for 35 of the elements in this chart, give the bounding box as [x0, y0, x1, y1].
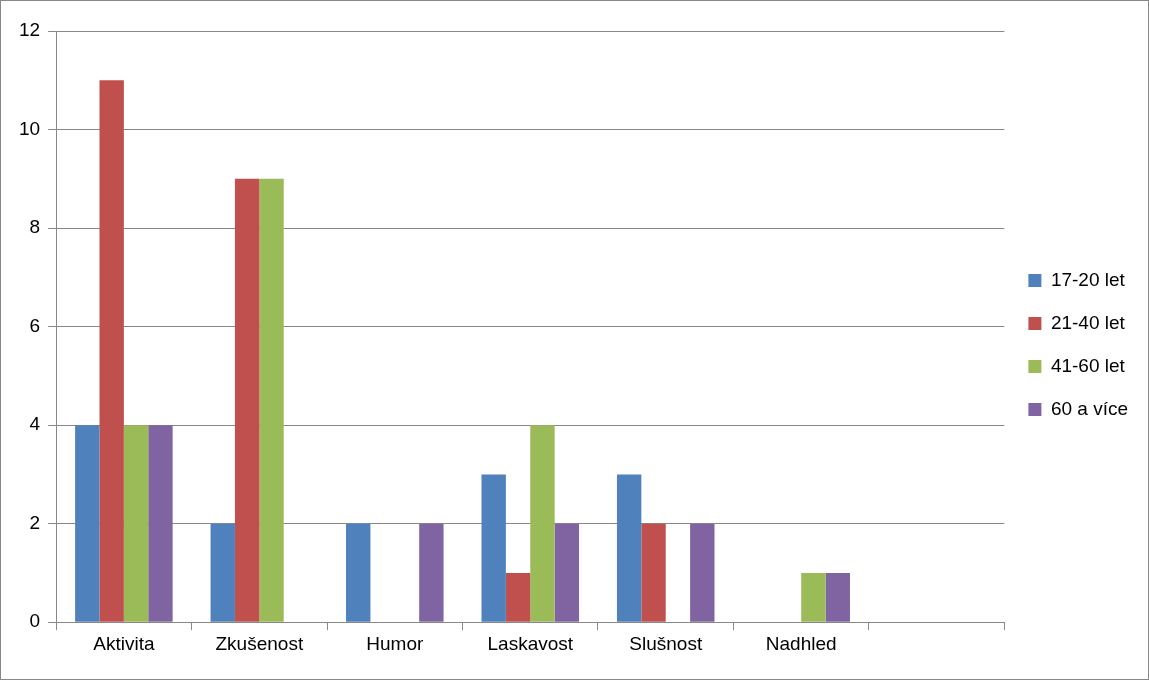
bar	[259, 178, 284, 622]
bar	[641, 523, 666, 622]
legend-label: 21-40 let	[1050, 311, 1126, 333]
bar	[505, 572, 531, 622]
bar	[210, 523, 235, 622]
legend-label: 60 a více	[1050, 397, 1129, 419]
legend-label: 41-60 let	[1050, 354, 1126, 376]
bar	[825, 572, 850, 622]
bar	[690, 523, 715, 622]
bar	[148, 425, 173, 622]
bar	[75, 425, 100, 622]
bar	[346, 523, 371, 622]
y-tick-label: 6	[29, 314, 41, 336]
x-tick-label: Laskavost	[487, 632, 574, 654]
x-tick-label: Aktivita	[93, 632, 155, 654]
x-tick-label: Humor	[366, 632, 424, 654]
bar	[234, 178, 260, 622]
legend-label: 17-20 let	[1050, 268, 1126, 290]
y-tick-label: 0	[29, 610, 41, 632]
bar	[530, 425, 555, 622]
y-tick-label: 2	[29, 511, 41, 533]
y-tick-label: 12	[18, 19, 41, 41]
y-tick-label: 8	[29, 216, 41, 238]
bar	[419, 523, 444, 622]
bar	[554, 523, 580, 622]
x-tick-label: Nadhled	[765, 632, 837, 654]
bar	[481, 474, 506, 622]
bar	[801, 572, 826, 622]
bar	[616, 474, 642, 622]
bar	[99, 80, 124, 622]
bar	[123, 425, 149, 622]
y-tick-label: 10	[18, 117, 41, 139]
x-tick-label: Zkušenost	[215, 632, 304, 654]
x-tick-label: Slušnost	[629, 632, 703, 654]
y-tick-label: 4	[29, 413, 41, 435]
